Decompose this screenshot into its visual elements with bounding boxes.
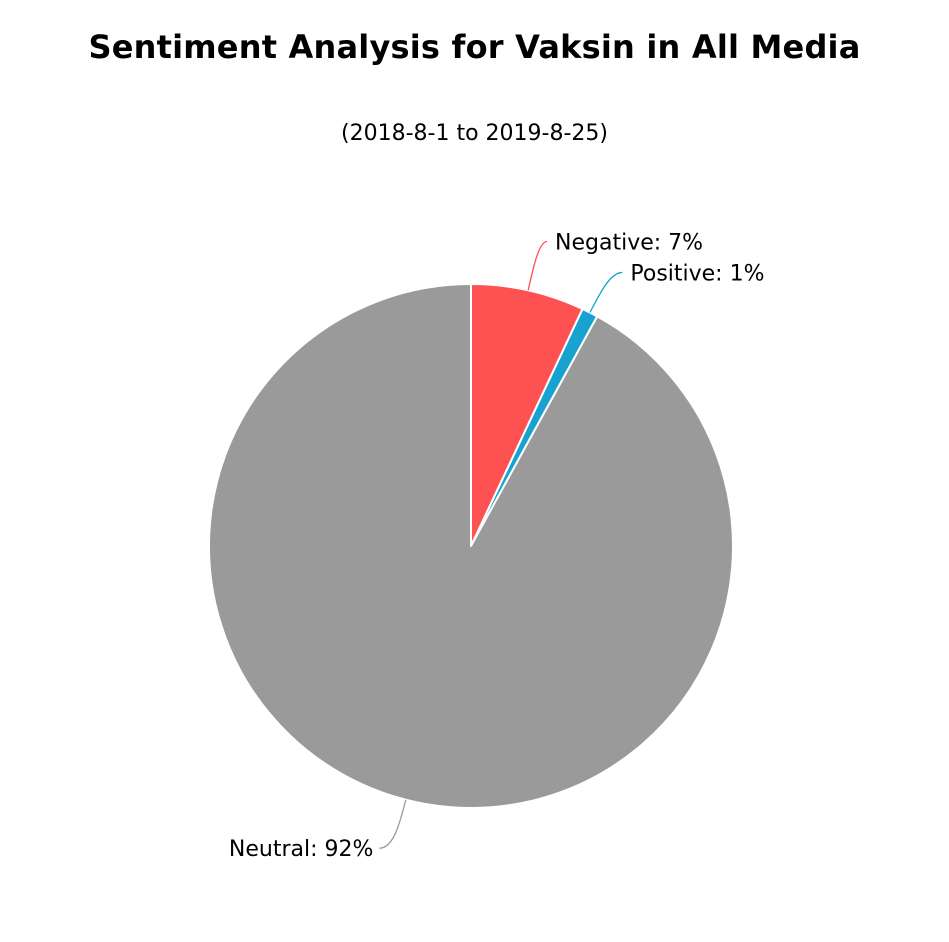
pie-slice-neutral[interactable]	[208, 283, 734, 809]
chart-subtitle: (2018-8-1 to 2019-8-25)	[341, 121, 608, 146]
slice-label-positive: Positive: 1%	[630, 261, 764, 286]
pie-slices	[208, 283, 734, 809]
connector-positive	[589, 271, 623, 313]
pie-slice-negative[interactable]	[470, 283, 584, 547]
slice-labels: Negative: 7% Positive: 1% Neutral: 92%	[229, 231, 765, 863]
chart-title: Sentiment Analysis for Vaksin in All Med…	[88, 28, 861, 66]
label-connectors	[379, 240, 623, 849]
slice-label-negative: Negative: 7%	[555, 231, 703, 256]
connector-negative	[527, 240, 548, 291]
slice-label-neutral: Neutral: 92%	[229, 837, 374, 862]
connector-neutral	[379, 799, 407, 849]
